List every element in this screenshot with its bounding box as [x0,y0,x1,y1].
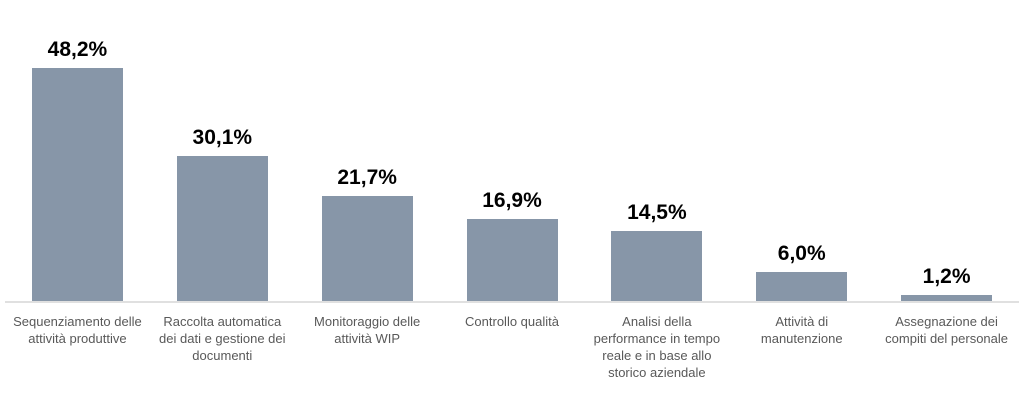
bar-value-label: 1,2% [922,265,971,289]
category-label: Controllo qualità [465,314,559,329]
bar [466,219,558,301]
bar-value-label: 14,5% [627,201,687,224]
bar [31,68,123,301]
bar [901,295,993,301]
category-label: Sequenziamento delle attività produttive [13,314,142,346]
bar [611,231,703,301]
bar-column: 30,1% [150,0,295,301]
bar-value-label: 21,7% [337,166,397,190]
category-label: Assegnazione dei compiti del personale [885,314,1009,346]
bar-value-label: 6,0% [777,242,826,265]
bar-column: 21,7% [295,0,440,301]
bar-column: 48,2% [5,0,150,301]
bar-column: 1,2% [874,0,1019,301]
bar [756,272,848,301]
category-label: Attività di manutenzione [760,314,843,346]
bar-column: 6,0% [729,0,874,301]
category-label: Raccolta automatica dei dati e gestione … [159,314,286,363]
plot-area: 48,2% 30,1% 21,7% 16,9% 14,5% 6,0% 1,2% [5,0,1019,303]
bar [321,196,413,301]
bar-column: 16,9% [440,0,585,301]
category-labels: Sequenziamento delle attività produttive… [5,314,1019,382]
bar-value-label: 16,9% [482,189,542,213]
bar-value-label: 30,1% [192,125,253,149]
category-label: Analisi della performance in tempo reale… [593,314,721,380]
bar-value-label: 48,2% [47,38,108,62]
category-label: Monitoraggio delle attività WIP [314,314,421,346]
bar-column: 14,5% [584,0,729,301]
bar [176,155,268,301]
